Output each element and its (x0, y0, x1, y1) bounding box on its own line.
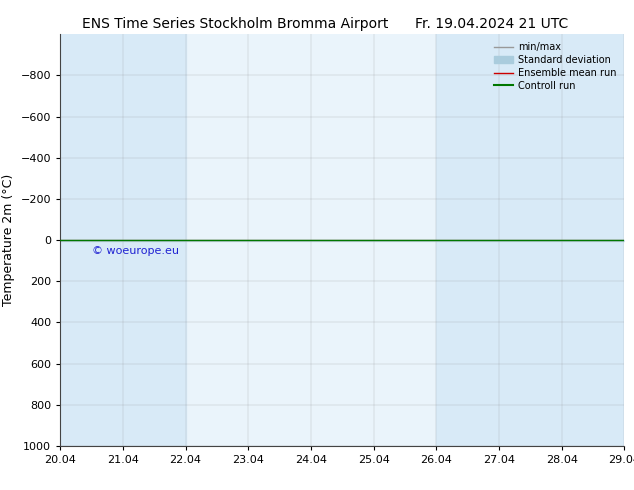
Bar (123, 34, 186, 446)
Text: Fr. 19.04.2024 21 UTC: Fr. 19.04.2024 21 UTC (415, 17, 569, 31)
Text: ENS Time Series Stockholm Bromma Airport: ENS Time Series Stockholm Bromma Airport (82, 17, 389, 31)
Y-axis label: Temperature 2m (°C): Temperature 2m (°C) (2, 174, 15, 306)
Bar (562, 34, 624, 446)
Legend: min/max, Standard deviation, Ensemble mean run, Controll run: min/max, Standard deviation, Ensemble me… (491, 39, 619, 94)
Bar (499, 34, 562, 446)
Bar (436, 34, 499, 446)
Text: © woeurope.eu: © woeurope.eu (91, 246, 179, 256)
Bar (60, 34, 123, 446)
